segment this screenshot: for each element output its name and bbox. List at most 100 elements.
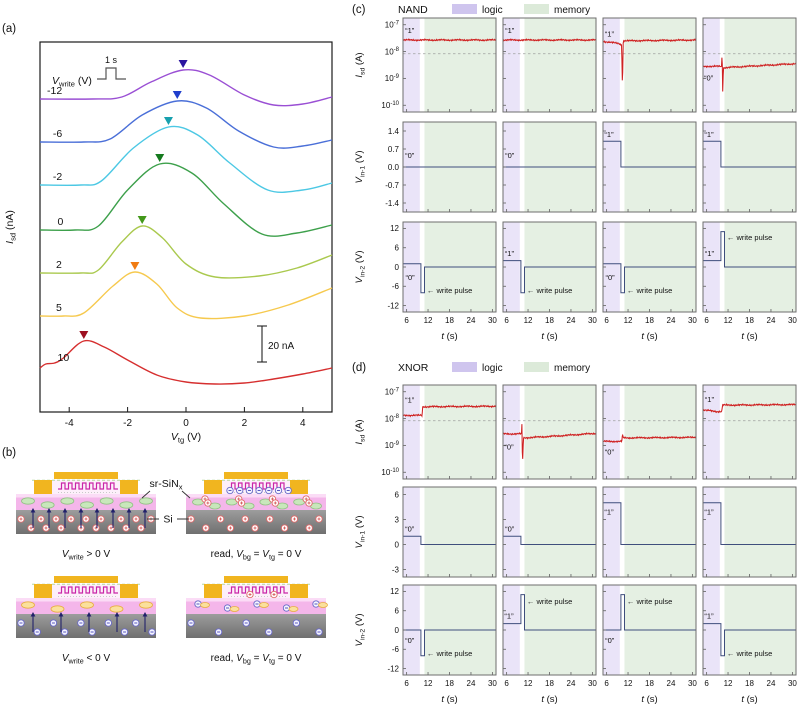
logic-band (503, 385, 520, 479)
charge-drift-arrow (110, 508, 116, 528)
positive-charge-icon (266, 515, 274, 523)
x-tick-label: 24 (767, 316, 776, 325)
y-tick-label: 0 (395, 626, 400, 635)
subplot-xnor-row3-col1: “0” ← write pulse 6 12 18 24 30 t (s) (402, 584, 497, 705)
vin-trace (703, 140, 796, 168)
state-label: “1” (505, 249, 515, 258)
subplot-nand-row3-col3: “0” ← write pulse 6 12 18 24 30 t (s) (602, 221, 697, 342)
negative-charge-icon (17, 619, 25, 627)
logic-band (603, 385, 620, 479)
subplot-xnor-row2-col2: “0” (502, 486, 597, 578)
y-tick-label: -1.4 (385, 199, 399, 208)
si-substrate (186, 614, 326, 638)
negative-charge-icon (148, 628, 156, 636)
subplot-xnor-row1-col4: “1” (702, 384, 797, 480)
state-label: “0” (405, 151, 415, 160)
y-tick-label: 10-10 (381, 468, 399, 477)
charge-drift-arrow (142, 612, 148, 632)
write-pulse-glyph (97, 67, 126, 80)
pulse-width-label: 1 s (105, 55, 118, 65)
legend-label-memory: memory (554, 363, 590, 374)
y-tick-label: 0 (395, 263, 400, 272)
negative-charge-icon (226, 486, 234, 495)
x-axis-label: t (s) (741, 694, 757, 705)
logic-band (703, 122, 720, 212)
x-tick-label: 30 (588, 679, 597, 688)
x-axis-label: Vtg (V) (171, 431, 201, 445)
isd-trace (402, 404, 497, 418)
positive-charge-icon (270, 590, 278, 599)
y-tick-label: -12 (387, 664, 399, 673)
state-label: “1” (405, 26, 415, 35)
legend-title: Vwrite (V) (52, 75, 92, 89)
write-pulse-annotation: ← write pulse (527, 286, 572, 295)
trapped-species-oval (259, 602, 269, 608)
x-tick-label: 30 (688, 679, 697, 688)
y-axis-label: Vin-1 (V) (354, 515, 367, 548)
device-schematic-4: read, Vbg = Vtg = 0 V (186, 576, 328, 666)
x-tick-label: 30 (788, 679, 797, 688)
state-label: “0” (505, 524, 515, 533)
legend-label-logic: logic (482, 363, 503, 374)
peak-marker (178, 60, 188, 68)
trapped-species-oval (99, 497, 114, 505)
x-tick-label: 18 (645, 679, 654, 688)
negative-charge-icon (49, 619, 58, 627)
positive-charge-icon (246, 590, 254, 599)
write-pulse-annotation: ← write pulse (727, 649, 772, 658)
negative-charge-icon (33, 628, 41, 636)
charge-drift-arrow (126, 508, 132, 528)
positive-charge-icon (92, 524, 100, 532)
memory-band (624, 385, 696, 479)
x-axis-label: t (s) (641, 331, 657, 342)
y-tick-label: 10-7 (385, 20, 400, 29)
top-gate (54, 472, 118, 479)
layer-top-strip (16, 598, 156, 602)
isd-trace (702, 57, 797, 92)
curve-label: -6 (53, 128, 62, 140)
x-tick-label: 24 (567, 316, 576, 325)
curve-line (39, 100, 333, 149)
schematic-caption: read, Vbg = Vtg = 0 V (211, 653, 302, 666)
y-tick-label: 3 (395, 515, 400, 524)
y-tick-label: 10-7 (385, 387, 400, 396)
trapped-species-oval (80, 501, 94, 509)
scale-bar: 20 nA (257, 325, 294, 363)
subplot-nand-row2-col1: “0” (402, 121, 497, 213)
pointer-line (141, 490, 151, 499)
legend-swatch-logic (452, 4, 477, 14)
panel-label: (d) (352, 362, 366, 374)
trapped-species-oval (200, 602, 210, 608)
x-tick-label: 18 (445, 679, 454, 688)
positive-charge-icon (82, 515, 90, 523)
logic-band (703, 222, 720, 312)
subplot-xnor-row3-col2: “1” ← write pulse 6 12 18 24 30 t (s) (502, 584, 597, 705)
curve-label: -2 (53, 171, 62, 183)
positive-charge-icon (67, 515, 75, 523)
state-label: “0” (405, 636, 415, 645)
vin-trace (403, 263, 496, 294)
drain-contact (290, 584, 308, 598)
y-axis-label: Isd (nA) (4, 210, 18, 244)
state-label: “1” (604, 508, 614, 517)
x-tick-label: 6 (704, 316, 709, 325)
subplot-xnor-row1-col1: “1” (402, 384, 497, 480)
source-contact (34, 480, 52, 494)
curve-vwrite-5: 5 (39, 262, 333, 320)
negative-charge-icon (236, 486, 244, 495)
state-label: “1” (705, 249, 715, 258)
polymer-zigzag (228, 586, 288, 594)
x-tick-label: 2 (242, 418, 248, 429)
panel-b-label: (b) (2, 447, 16, 459)
trapped-species-oval (288, 606, 299, 612)
logic-band (403, 18, 420, 112)
negative-charge-icon (242, 619, 250, 627)
negative-charge-icon (194, 600, 202, 608)
positive-charge-icon (117, 515, 125, 523)
negative-charge-icon (245, 486, 254, 495)
logic-band (403, 385, 420, 479)
y-axis-label: Isd (A) (354, 419, 367, 444)
positive-charge-icon (122, 524, 130, 532)
panel-c-nand-plots: (c) NAND logic memory Isd (A) 10-7 10-8 10-9 10-… (352, 4, 797, 342)
negative-charge-icon (284, 486, 292, 495)
